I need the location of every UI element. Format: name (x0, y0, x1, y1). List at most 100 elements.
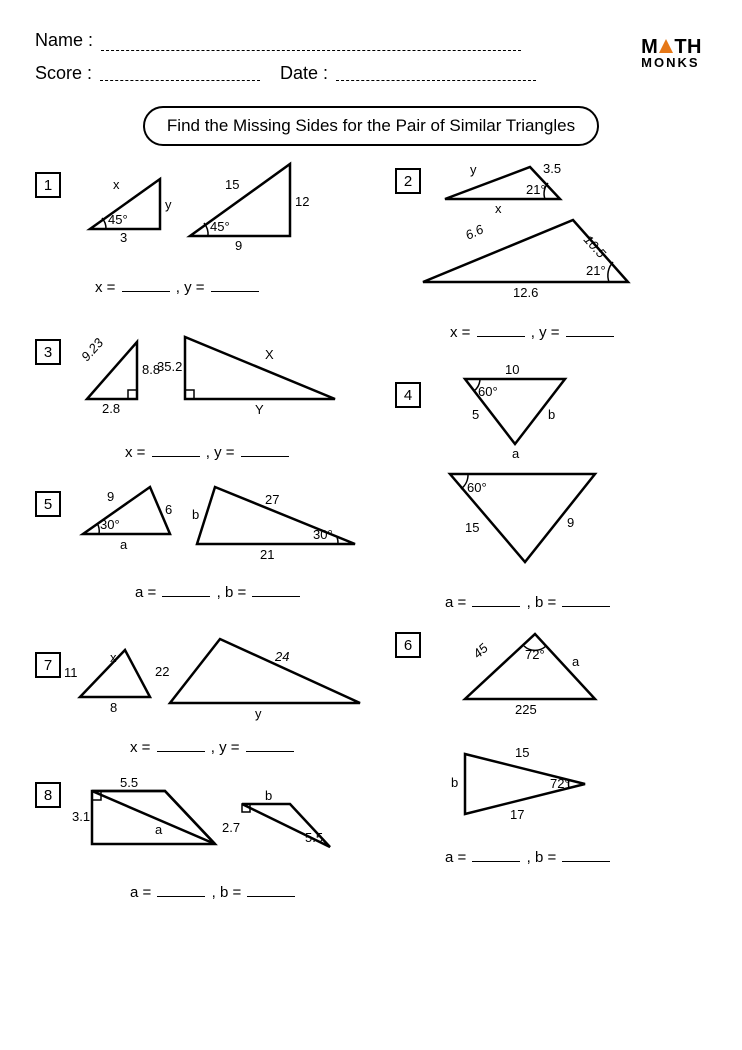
problem-number: 6 (395, 632, 421, 658)
problem-number: 3 (35, 339, 61, 365)
p7-t2-top: 24 (274, 649, 289, 664)
p7-triangle-2: 22 24 y (160, 631, 370, 721)
p6-t1-r: a (572, 654, 580, 669)
problems-grid: 1 x y 45° 3 15 12 45° 9 x = , y = 2 y 3.… (35, 164, 707, 994)
p8-triangle-1: 5.5 3.1 a (80, 779, 230, 859)
p5-t1-top: 9 (107, 489, 114, 504)
problem-3: 3 9.23 8.8 2.8 35.2 X Y x = , y = (35, 334, 375, 474)
p5-t2-l: b (192, 507, 199, 522)
p2-triangle-2: 6.6 10.5 21° 12.6 (413, 212, 643, 302)
problem-number: 8 (35, 782, 61, 808)
p7-t1-l: 11 (64, 665, 78, 680)
p6-t2-angle: 72° (550, 776, 570, 791)
p3-t1-hyp: 9.23 (78, 335, 107, 364)
title-box: Find the Missing Sides for the Pair of S… (143, 106, 599, 146)
p1-t2-r: 12 (295, 194, 309, 209)
p3-answer: x = , y = (125, 444, 291, 461)
p6-answer: a = , b = (445, 849, 612, 866)
p1-t2-angle: 45° (210, 219, 230, 234)
p3-triangle-1: 9.23 8.8 2.8 (77, 334, 167, 414)
p3-t2-base: Y (255, 402, 264, 417)
score-label: Score : (35, 63, 92, 84)
p2-t1-top: 3.5 (543, 161, 561, 176)
p6-t1-base: 225 (515, 702, 537, 717)
p1-t1-angle: 45° (108, 212, 128, 227)
title-wrap: Find the Missing Sides for the Pair of S… (35, 106, 707, 146)
logo-line2: MONKS (641, 57, 702, 69)
p5-t2-base: 21 (260, 547, 274, 562)
date-line (336, 67, 536, 81)
p6-triangle-2: 15 b 72° 17 (455, 739, 605, 829)
problem-number: 1 (35, 172, 61, 198)
p4-t1-top: 10 (505, 362, 519, 377)
p6-t2-base: 17 (510, 807, 524, 822)
p8-answer: a = , b = (130, 884, 297, 901)
p1-t1-x: x (113, 177, 120, 192)
p5-t1-angle: 30° (100, 517, 120, 532)
p1-answer: x = , y = (95, 279, 261, 296)
problem-4: 4 10 60° 5 b a 60° 15 9 a = , b = (395, 364, 715, 604)
p4-t1-l: 5 (472, 407, 479, 422)
problem-8: 8 5.5 3.1 a b 2.7 5.5 a = , b = (35, 774, 375, 904)
p4-t1-angle: 60° (478, 384, 498, 399)
p1-ans-v2: y (184, 279, 192, 296)
p8-t2-l: 2.7 (222, 820, 240, 835)
p2-t2-angle: 21° (586, 263, 606, 278)
p2-t2-base: 12.6 (513, 285, 538, 300)
p7-answer: x = , y = (130, 739, 296, 756)
p7-t1-base: 8 (110, 700, 117, 715)
p8-t2-top: b (265, 788, 272, 803)
p2-triangle-1: y 3.5 21° x (435, 159, 575, 219)
p5-answer: a = , b = (135, 584, 302, 601)
p8-t2-r: 5.5 (305, 830, 323, 845)
p4-answer: a = , b = (445, 594, 612, 611)
p7-triangle-1: 11 x 8 (70, 642, 165, 712)
p3-t1-base: 2.8 (102, 401, 120, 416)
p3-triangle-2: 35.2 X Y (175, 329, 345, 419)
p1-t2-base: 9 (235, 238, 242, 253)
problem-2: 2 y 3.5 21° x 6.6 10.5 21° 12.6 x = , y … (395, 164, 715, 344)
p5-t1-r: 6 (165, 502, 172, 517)
problem-6: 6 45 72° a 225 15 b 72° 17 a = , b = (395, 624, 715, 859)
logo: MTH MONKS (641, 38, 702, 69)
p1-triangle-2: 15 12 45° 9 (180, 156, 310, 256)
p5-t1-base: a (120, 537, 128, 552)
p5-triangle-1: 9 30° 6 a (75, 479, 185, 554)
name-line (101, 37, 521, 51)
p6-t1-angle: 72° (525, 647, 545, 662)
p1-ans-v1: x (95, 279, 103, 296)
p3-t2-top: X (265, 347, 274, 362)
p4-t2-l: 15 (465, 520, 479, 535)
p7-t1-top: x (110, 650, 117, 665)
p2-t1-y: y (470, 162, 477, 177)
score-date-row: Score : Date : (35, 63, 707, 84)
p4-triangle-1: 10 60° 5 b a (450, 364, 590, 459)
name-label: Name : (35, 30, 93, 51)
p6-t2-top: 15 (515, 745, 529, 760)
name-row: Name : (35, 30, 707, 51)
p1-t1-base: 3 (120, 230, 127, 245)
p8-t1-top: 5.5 (120, 775, 138, 790)
p4-t1-r: b (548, 407, 555, 422)
p8-t1-l: 3.1 (72, 809, 90, 824)
problem-number: 5 (35, 491, 61, 517)
p7-t2-l: 22 (155, 664, 169, 679)
p6-t1-l: 45 (470, 640, 491, 661)
problem-7: 7 11 x 8 22 24 y x = , y = (35, 634, 375, 764)
p5-t2-angle: 30° (313, 527, 333, 542)
p8-t1-r: a (155, 822, 163, 837)
p1-triangle-1: x y 45° 3 (80, 164, 175, 244)
p4-t2-angle: 60° (467, 480, 487, 495)
p2-t1-angle: 21° (526, 182, 546, 197)
p1-t1-y: y (165, 197, 172, 212)
date-label: Date : (280, 63, 328, 84)
p5-t2-top: 27 (265, 492, 279, 507)
p6-triangle-1: 45 72° a 225 (450, 624, 610, 719)
problem-5: 5 9 30° 6 a 27 b 30° 21 a = , b = (35, 479, 375, 609)
problem-number: 7 (35, 652, 61, 678)
p4-triangle-2: 60° 15 9 (435, 462, 615, 577)
problem-1: 1 x y 45° 3 15 12 45° 9 x = , y = (35, 164, 375, 304)
p2-t2-l: 6.6 (463, 221, 486, 243)
problem-number: 4 (395, 382, 421, 408)
p2-answer: x = , y = (450, 324, 616, 341)
